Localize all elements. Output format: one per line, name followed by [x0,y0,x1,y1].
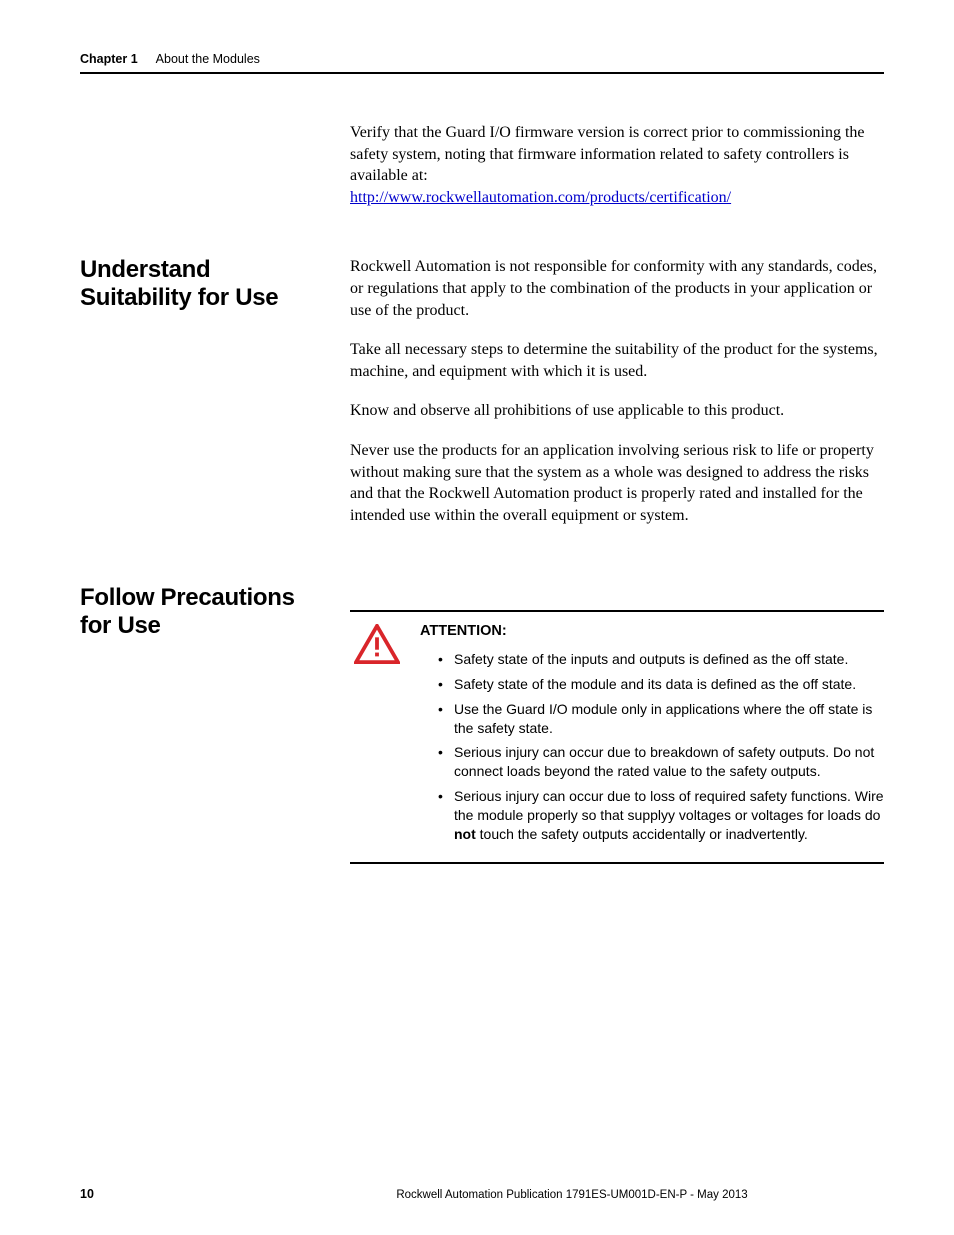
certification-link[interactable]: http://www.rockwellautomation.com/produc… [350,189,731,206]
running-header: Chapter 1 About the Modules [80,52,884,74]
section-suitability-heading: Understand Suitability for Use [80,256,328,311]
section-precautions-side: Follow Precautions for Use [80,584,350,639]
section-precautions-heading: Follow Precautions for Use [80,584,328,639]
attention-bullet: Serious injury can occur due to breakdow… [438,743,884,781]
attention-bullet: Use the Guard I/O module only in applica… [438,700,884,738]
section-precautions-body: ATTENTION: Safety state of the inputs an… [350,584,884,864]
attention-bullet: Safety state of the inputs and outputs i… [438,650,884,669]
chapter-label: Chapter 1 [80,52,138,66]
suitability-para-1: Rockwell Automation is not responsible f… [350,256,884,321]
attention-bullet: Safety state of the module and its data … [438,675,884,694]
intro-text: Verify that the Guard I/O firmware versi… [350,124,865,184]
section-suitability-side: Understand Suitability for Use [80,256,350,311]
intro-row: Verify that the Guard I/O firmware versi… [80,122,884,208]
attention-label: ATTENTION: [420,622,884,642]
publication-line: Rockwell Automation Publication 1791ES-U… [260,1189,884,1201]
section-suitability-row: Understand Suitability for Use Rockwell … [80,256,884,526]
attention-content: ATTENTION: Safety state of the inputs an… [420,622,884,850]
page-container: Chapter 1 About the Modules Verify that … [0,0,954,924]
suitability-para-2: Take all necessary steps to determine th… [350,339,884,382]
attention-bullet: Serious injury can occur due to loss of … [438,787,884,844]
attention-list: Safety state of the inputs and outputs i… [420,650,884,844]
page-footer: 10 Rockwell Automation Publication 1791E… [80,1187,884,1201]
attention-bullet-bold: not [454,826,476,842]
attention-bullet-post: touch the safety outputs accidentally or… [476,826,808,842]
section-precautions-row: Follow Precautions for Use ATTENTION: Sa… [80,584,884,864]
attention-bullet-pre: Serious injury can occur due to loss of … [454,788,884,823]
suitability-para-4: Never use the products for an applicatio… [350,440,884,526]
suitability-para-3: Know and observe all prohibitions of use… [350,400,884,422]
attention-block: ATTENTION: Safety state of the inputs an… [350,610,884,864]
intro-body: Verify that the Guard I/O firmware versi… [350,122,884,208]
attention-icon-wrap [350,622,400,671]
warning-triangle-icon [354,624,400,664]
chapter-title: About the Modules [156,52,260,66]
section-suitability-body: Rockwell Automation is not responsible f… [350,256,884,526]
